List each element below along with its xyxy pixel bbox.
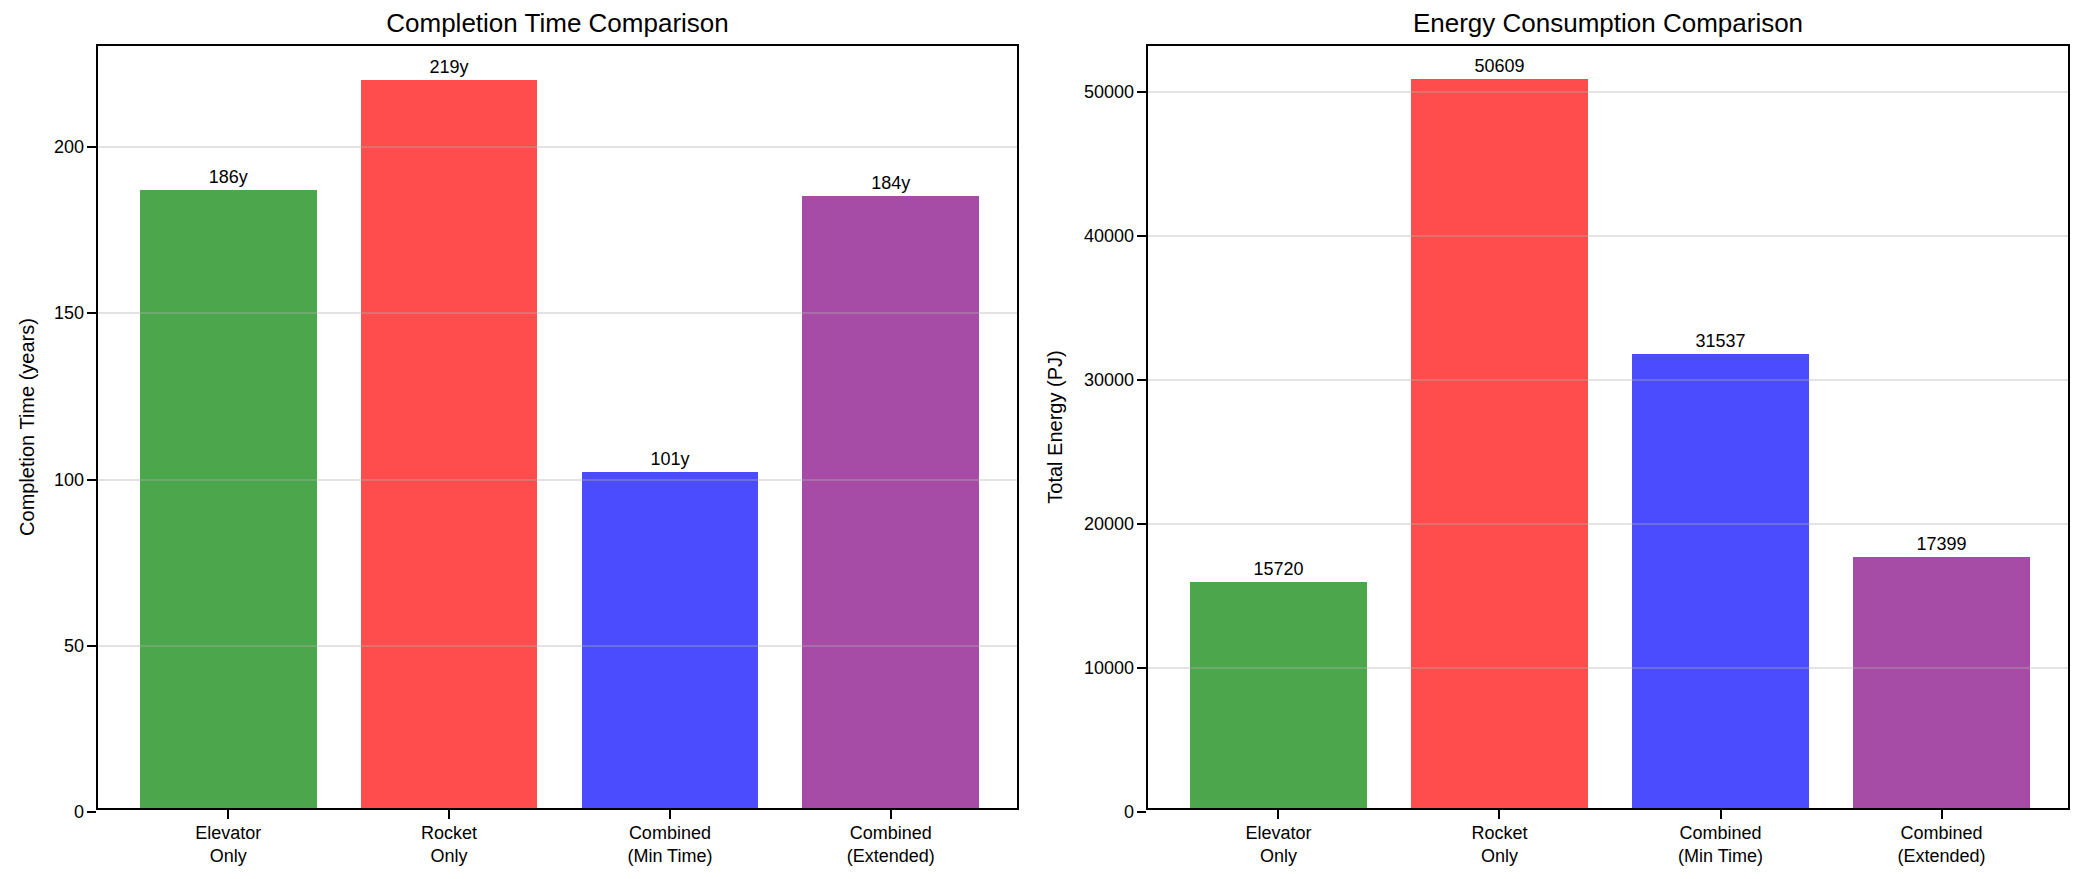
x-tick-label-line: (Extended) bbox=[781, 845, 1001, 868]
x-tick-label: Combined(Extended) bbox=[1832, 822, 2052, 868]
y-tick-label: 50000 bbox=[1084, 81, 1134, 103]
y-tick-label: 100 bbox=[54, 469, 84, 491]
x-tick-label: ElevatorOnly bbox=[1168, 822, 1388, 868]
x-tick-mark bbox=[1277, 810, 1279, 819]
gridline bbox=[1148, 91, 2068, 93]
x-tick-mark bbox=[1498, 810, 1500, 819]
bar-value-label: 101y bbox=[590, 449, 750, 469]
y-tick-label: 0 bbox=[1124, 801, 1134, 823]
x-tick-label-line: Only bbox=[339, 845, 559, 868]
x-tick-label-line: Only bbox=[1168, 845, 1388, 868]
gridline bbox=[1148, 379, 2068, 381]
axes-frame: 186yElevatorOnly219yRocketOnly101yCombin… bbox=[96, 44, 1019, 810]
y-tick-mark bbox=[87, 479, 96, 481]
y-tick-label: 10000 bbox=[1084, 657, 1134, 679]
y-tick-mark bbox=[1137, 667, 1146, 669]
bar bbox=[361, 80, 538, 808]
gridline bbox=[98, 146, 1017, 148]
x-tick-mark bbox=[448, 810, 450, 819]
x-tick-label-line: (Extended) bbox=[1832, 845, 2052, 868]
x-tick-mark bbox=[1941, 810, 1943, 819]
axes-frame: 15720ElevatorOnly50609RocketOnly31537Com… bbox=[1146, 44, 2070, 810]
y-tick-mark bbox=[1137, 523, 1146, 525]
x-tick-mark bbox=[227, 810, 229, 819]
x-tick-label-line: (Min Time) bbox=[560, 845, 780, 868]
bar-value-label: 219y bbox=[369, 57, 529, 77]
x-tick-mark bbox=[890, 810, 892, 819]
x-tick-label-line: Rocket bbox=[339, 822, 559, 845]
y-tick-mark bbox=[1137, 379, 1146, 381]
gridline bbox=[98, 645, 1017, 647]
y-tick-mark bbox=[87, 645, 96, 647]
x-tick-mark bbox=[669, 810, 671, 819]
y-tick-label: 20000 bbox=[1084, 513, 1134, 535]
chart-title: Completion Time Comparison bbox=[96, 6, 1019, 40]
x-tick-mark bbox=[1720, 810, 1722, 819]
x-tick-label-line: Combined bbox=[560, 822, 780, 845]
bar-value-label: 184y bbox=[811, 173, 971, 193]
gridline bbox=[1148, 235, 2068, 237]
bar bbox=[1632, 354, 1809, 808]
x-tick-label: ElevatorOnly bbox=[118, 822, 338, 868]
bar bbox=[582, 472, 759, 808]
y-tick-label: 30000 bbox=[1084, 369, 1134, 391]
bar-value-label: 17399 bbox=[1862, 534, 2022, 554]
figure: Completion Time Comparison Completion Ti… bbox=[0, 0, 2085, 879]
x-tick-label-line: Elevator bbox=[1168, 822, 1388, 845]
y-tick-label: 200 bbox=[54, 136, 84, 158]
x-tick-label-line: Rocket bbox=[1389, 822, 1609, 845]
x-tick-label: RocketOnly bbox=[339, 822, 559, 868]
bar bbox=[1853, 557, 2030, 808]
y-tick-mark bbox=[1137, 811, 1146, 813]
y-tick-label: 0 bbox=[74, 801, 84, 823]
gridline bbox=[1148, 667, 2068, 669]
y-tick-mark bbox=[87, 146, 96, 148]
y-tick-mark bbox=[1137, 235, 1146, 237]
y-tick-label: 150 bbox=[54, 302, 84, 324]
x-tick-label-line: Only bbox=[118, 845, 338, 868]
bar-value-label: 50609 bbox=[1419, 56, 1579, 76]
bar bbox=[1411, 79, 1588, 808]
y-tick-label: 50 bbox=[64, 635, 84, 657]
bar bbox=[802, 196, 979, 808]
y-tick-mark bbox=[87, 312, 96, 314]
x-tick-label-line: Elevator bbox=[118, 822, 338, 845]
y-axis-label: Total Energy (PJ) bbox=[1044, 350, 1067, 503]
x-tick-label-line: Combined bbox=[781, 822, 1001, 845]
x-tick-label-line: (Min Time) bbox=[1611, 845, 1831, 868]
y-tick-mark bbox=[1137, 91, 1146, 93]
bar-value-label: 186y bbox=[148, 167, 308, 187]
bar bbox=[1190, 582, 1367, 808]
bar bbox=[140, 190, 317, 808]
x-tick-label-line: Only bbox=[1389, 845, 1609, 868]
y-tick-mark bbox=[87, 811, 96, 813]
x-tick-label: Combined(Min Time) bbox=[560, 822, 780, 868]
x-tick-label: Combined(Min Time) bbox=[1611, 822, 1831, 868]
y-axis-label: Completion Time (years) bbox=[16, 318, 39, 536]
bar-value-label: 31537 bbox=[1641, 331, 1801, 351]
x-tick-label-line: Combined bbox=[1611, 822, 1831, 845]
chart-title: Energy Consumption Comparison bbox=[1146, 6, 2070, 40]
x-tick-label-line: Combined bbox=[1832, 822, 2052, 845]
gridline bbox=[1148, 523, 2068, 525]
y-tick-label: 40000 bbox=[1084, 225, 1134, 247]
gridline bbox=[98, 479, 1017, 481]
x-tick-label: RocketOnly bbox=[1389, 822, 1609, 868]
gridline bbox=[98, 312, 1017, 314]
bar-value-label: 15720 bbox=[1198, 559, 1358, 579]
x-tick-label: Combined(Extended) bbox=[781, 822, 1001, 868]
